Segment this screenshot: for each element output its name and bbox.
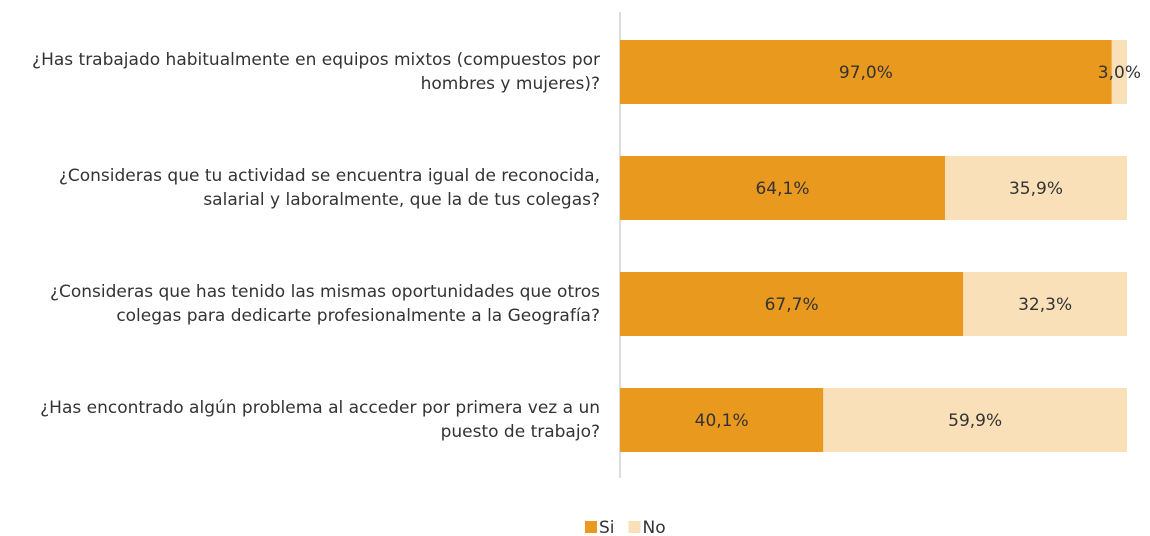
bar-segment [620,40,1112,104]
value-label: 40,1% [695,411,749,431]
bar-segment [944,156,1127,220]
category-label: ¿Consideras que tu actividad se encuentr… [58,166,600,210]
legend-label: Si [599,518,615,536]
category-label: ¿Has encontrado algún problema al accede… [40,398,600,442]
bar-segment [620,388,824,452]
category-label: ¿Has trabajado habitualmente en equipos … [32,50,600,94]
value-label: 3,0% [1098,63,1141,83]
value-label: 67,7% [765,295,819,315]
legend-label: No [643,518,666,536]
legend-swatch [585,521,597,533]
bar-segment [620,272,964,336]
value-label: 35,9% [1009,179,1063,199]
category-label: ¿Consideras que has tenido las mismas op… [49,282,600,326]
bar-segment [823,388,1127,452]
bar-segment [620,156,945,220]
value-label: 32,3% [1018,295,1072,315]
value-label: 64,1% [755,179,809,199]
bar-segment [963,272,1127,336]
value-label: 97,0% [839,63,893,83]
value-label: 59,9% [948,411,1002,431]
bar-segment [1111,40,1127,104]
legend-swatch [628,521,641,533]
